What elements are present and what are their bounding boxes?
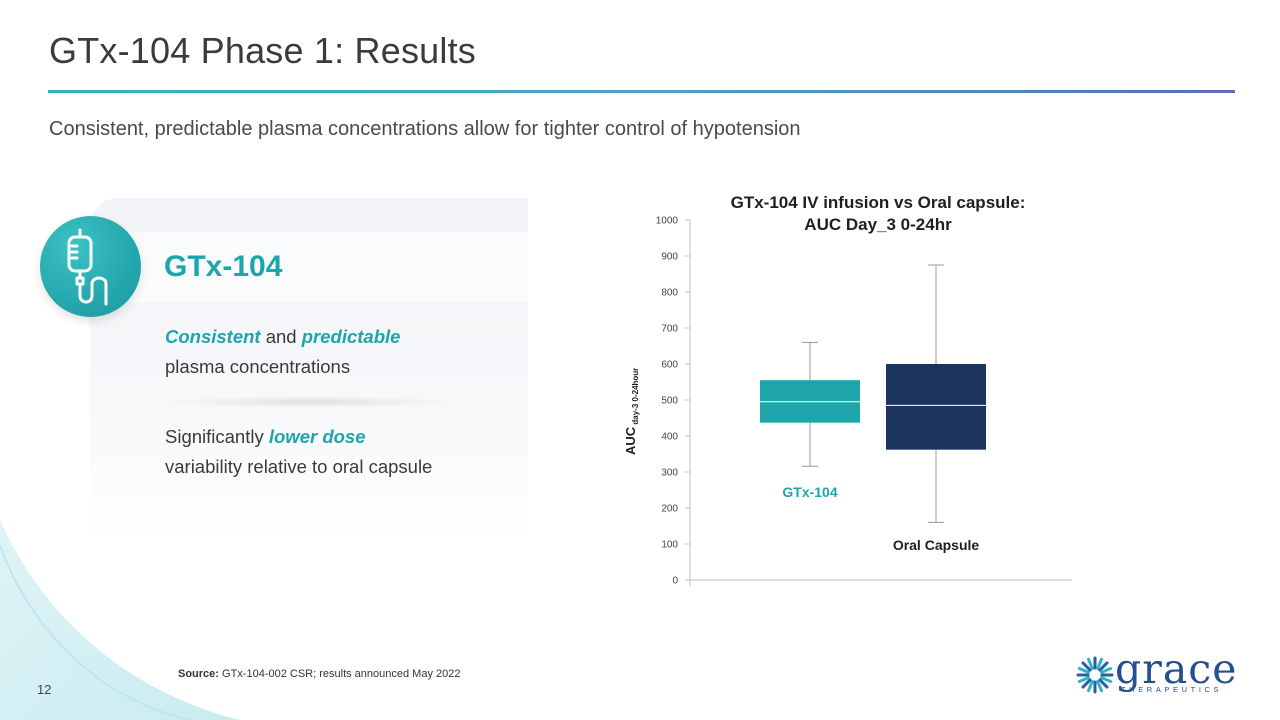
y-tick-label: 300 [661, 468, 678, 479]
logo-petal [1086, 657, 1094, 671]
auc-boxplot-chart: 0 100 200 300 400 500 600 700 800 900 1000 AUC day-… [623, 216, 1072, 587]
gtx-104-label: GTx-104 [782, 484, 837, 500]
point2-rest: variability relative to oral capsule [165, 456, 433, 477]
oral-capsule-label: Oral Capsule [893, 537, 980, 553]
point-divider [160, 396, 460, 408]
source-text: GTx-104-002 CSR; results announced May 2… [218, 668, 461, 680]
logo-petal [1096, 679, 1104, 693]
y-tick-label: 1000 [656, 216, 679, 227]
y-tick-label: 700 [661, 324, 678, 335]
y-axis-label-sub: day-3 0-24hour [631, 368, 640, 427]
logo-petal [1086, 679, 1094, 693]
grace-therapeutics-logo: grace THERAPEUTICS [1075, 647, 1245, 697]
chart-title-line1: GTx-104 IV infusion vs Oral capsule: [730, 193, 1026, 212]
y-tick-label: 400 [661, 432, 678, 443]
logo-wordmark: grace [1115, 645, 1238, 693]
logo-petal [1099, 666, 1113, 674]
card-title: GTx-104 [164, 250, 283, 283]
highlight-predictable: predictable [301, 326, 401, 347]
y-tick-label: 0 [672, 576, 678, 587]
y-tick-label: 600 [661, 360, 678, 371]
y-tick-label: 100 [661, 540, 678, 551]
logo-petal [1098, 661, 1109, 672]
logo-petal [1077, 676, 1091, 684]
logo-tagline: THERAPEUTICS [1121, 685, 1223, 694]
iv-bag-icon [40, 216, 141, 317]
highlight-lower-dose: lower dose [268, 426, 366, 447]
y-axis-label: AUC day-3 0-24hour [623, 368, 640, 455]
source-note: Source: GTx-104-002 CSR; results announc… [178, 668, 461, 680]
y-tick-label: 800 [661, 288, 678, 299]
y-tick-label: 200 [661, 504, 678, 515]
point-variability: Significantly lower dose variability rel… [165, 422, 515, 482]
logo-petal [1096, 657, 1104, 671]
slide-subtitle: Consistent, predictable plasma concentra… [49, 118, 801, 140]
logo-petal [1077, 666, 1091, 674]
point1-connector: and [260, 326, 302, 347]
source-label: Source: [178, 668, 219, 680]
logo-petal [1081, 678, 1092, 689]
slide-title: GTx-104 Phase 1: Results [49, 30, 476, 71]
y-tick-label: 500 [661, 396, 678, 407]
y-axis-label-main: AUC [623, 426, 638, 455]
chart-title-line2: AUC Day_3 0-24hr [804, 215, 952, 234]
logo-flower-icon [1076, 656, 1114, 694]
info-card-header-band [90, 232, 528, 302]
point-consistency: Consistent and predictable plasma concen… [165, 322, 515, 382]
logo-petal [1099, 676, 1113, 684]
logo-petal [1081, 661, 1092, 672]
title-divider [48, 90, 1235, 93]
point2-lead: Significantly [165, 426, 269, 447]
chart-title: GTx-104 IV infusion vs Oral capsule: AUC… [690, 192, 1066, 236]
logo-petal [1098, 678, 1109, 689]
point1-rest: plasma concentrations [165, 356, 351, 377]
oral-capsule-box [886, 364, 986, 450]
highlight-consistent: Consistent [165, 326, 261, 347]
page-number: 12 [37, 682, 52, 697]
y-tick-label: 900 [661, 252, 678, 263]
